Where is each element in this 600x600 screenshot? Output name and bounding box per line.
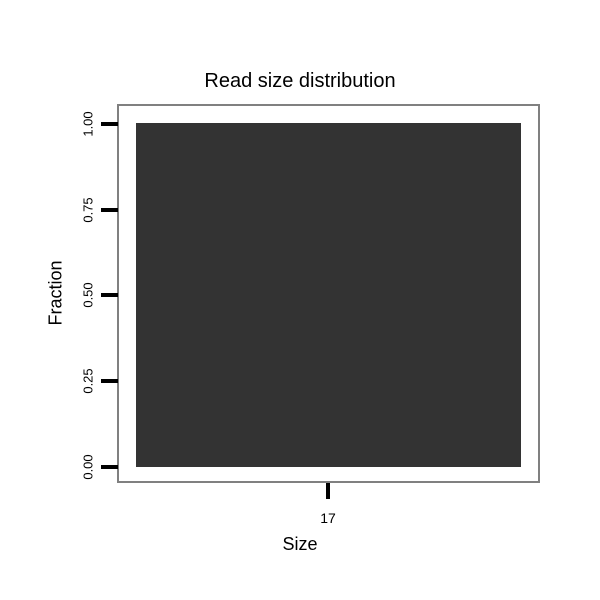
y-axis-title: Fraction [45, 260, 66, 326]
chart-title: Read size distribution [204, 70, 396, 92]
y-tick-label-2: 0.50 [80, 282, 96, 308]
y-tick-label-4: 1.00 [80, 111, 96, 137]
y-tick-label-3: 0.75 [80, 197, 96, 223]
y-tick-label-0: 0.00 [80, 454, 96, 480]
y-tick-mark-4 [101, 122, 118, 126]
x-axis-title: Size [282, 534, 318, 554]
y-tick-mark-1 [101, 379, 118, 383]
x-tick-label-0: 17 [320, 510, 336, 526]
x-tick-mark-0 [326, 483, 330, 499]
y-tick-label-1: 0.25 [80, 368, 96, 394]
y-tick-mark-2 [101, 293, 118, 297]
y-tick-mark-0 [101, 465, 118, 469]
bar-17 [135, 123, 522, 467]
y-tick-mark-3 [101, 208, 118, 212]
plot-region [119, 106, 538, 481]
